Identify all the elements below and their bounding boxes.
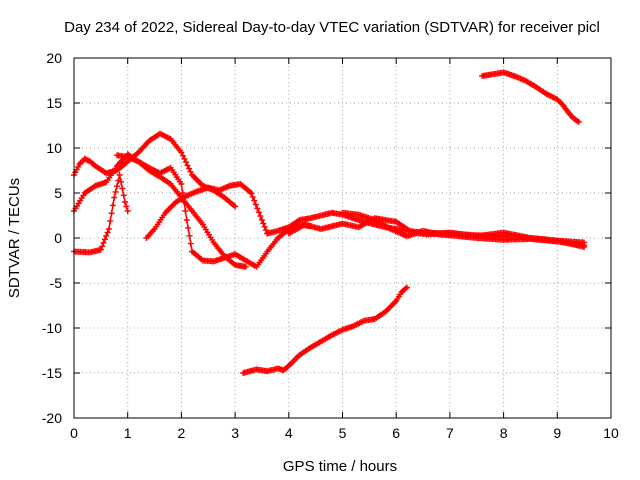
data-point [248,190,255,196]
y-axis-label: SDTVAR / TECUs [6,178,23,298]
data-point [186,165,193,172]
data-point [108,210,115,217]
series-track-4 [114,152,314,270]
data-point [123,203,130,210]
data-point [97,246,104,253]
x-tick-label: 2 [178,425,186,441]
data-point [257,213,264,220]
series-track-9 [240,284,410,376]
x-axis-label: GPS time / hours [283,458,397,475]
data-point [187,240,194,247]
y-tick-label: 20 [46,50,62,66]
data-point [114,183,120,190]
data-point [99,243,106,250]
data-point [104,229,111,236]
data-point [107,218,114,225]
grid [74,58,611,418]
data-point [103,232,110,239]
data-point [255,209,262,216]
data-point [403,284,410,291]
series-line [116,154,311,268]
data-point [111,194,118,201]
data-point [105,226,112,232]
data-point [118,178,124,185]
data-point [186,232,193,239]
x-tick-label: 4 [285,425,293,441]
series-track-3 [71,172,131,256]
data-point [178,149,185,156]
data-point [101,236,108,243]
data-point [116,172,123,178]
series-line [481,71,580,123]
data-point [263,227,269,234]
data-point [581,242,588,249]
data-point [182,208,189,214]
data-point [258,217,265,223]
series-track-8 [339,209,588,249]
data-point [109,202,116,209]
x-tick-label: 6 [392,425,400,441]
x-tick-label: 8 [500,425,508,441]
data-point [122,199,128,205]
data-point [242,263,249,270]
data-point [575,118,582,125]
axis-ticks: 0 1 2 3 4 5 6 7 8 9 10 -20 -15 -10 -5 0 5 10 15 20 [42,50,619,441]
series-track-10 [479,69,582,125]
chart-title: Day 234 of 2022, Sidereal Day-to-day VTE… [64,19,600,36]
data-point [252,201,259,208]
y-tick-label: 15 [46,95,62,111]
y-tick-label: 0 [54,230,62,246]
y-tick-label: 10 [46,140,62,156]
series-line [242,286,408,374]
x-tick-label: 7 [446,425,454,441]
data-point [119,185,126,192]
data-point [100,239,107,246]
y-tick-label: -15 [42,365,62,381]
data-point [124,208,131,214]
data-point [184,162,191,169]
data-point [112,188,119,195]
data-point [183,217,190,223]
data-point [183,159,189,166]
data-point [249,193,256,200]
data-point [185,224,192,231]
data-point [260,220,267,227]
x-tick-label: 1 [124,425,132,441]
data-point [181,155,188,162]
y-tick-label: -5 [50,275,63,291]
data-point [232,203,239,210]
data-point [179,152,186,159]
series-track-5 [143,181,271,241]
data-point [251,197,258,204]
y-tick-label: -20 [42,410,62,426]
data-point [178,181,185,187]
x-tick-label: 9 [553,425,561,441]
plot-area [71,69,588,376]
data-point [254,205,261,212]
x-tick-label: 3 [231,425,239,441]
x-tick-label: 5 [339,425,347,441]
data-point [120,192,127,199]
data-point [261,223,268,230]
x-tick-label: 10 [603,425,619,441]
y-tick-label: 5 [54,185,62,201]
data-point [187,168,194,175]
data-point [179,190,186,196]
y-tick-label: -10 [42,320,62,336]
x-tick-label: 0 [70,425,78,441]
